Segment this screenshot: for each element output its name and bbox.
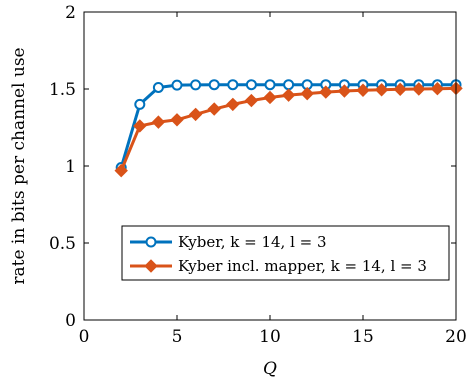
data-point-diamond [300, 86, 314, 101]
data-point-diamond [114, 163, 128, 178]
data-point-diamond [356, 83, 370, 97]
legend-entry-series-1: Kyber, k = 14, l = 3 [130, 233, 327, 251]
data-point-diamond [133, 119, 147, 133]
data-point-circle [152, 81, 164, 93]
legend-label-series-1: Kyber, k = 14, l = 3 [178, 233, 327, 251]
data-point-circle [171, 79, 183, 91]
legend-entry-series-2: Kyber incl. mapper, k = 14, l = 3 [130, 257, 427, 275]
x-tick-label: 5 [172, 327, 183, 347]
data-point-diamond [430, 81, 445, 96]
data-point-circle [134, 98, 146, 110]
data-point-diamond [151, 115, 166, 129]
y-axis-label: rate in bits per channel use [9, 47, 29, 284]
x-tick-label: 20 [445, 327, 467, 347]
data-point-diamond [393, 82, 407, 97]
data-point-diamond [244, 93, 259, 108]
data-point-diamond [412, 82, 426, 96]
data-point-circle [190, 79, 202, 91]
legend-marker-circle-icon [145, 236, 157, 248]
y-tick-label: 1 [65, 157, 76, 177]
data-point-circle [264, 79, 276, 91]
plot-series [114, 79, 463, 178]
data-point-diamond [281, 88, 296, 102]
data-point-circle [283, 79, 295, 91]
y-tick-label: 0.5 [49, 234, 76, 254]
x-tick-label: 0 [79, 327, 90, 347]
y-tick-label: 2 [65, 3, 76, 23]
data-point-circle [208, 79, 220, 91]
data-point-diamond [170, 113, 184, 127]
data-point-circle [227, 79, 239, 91]
data-point-diamond [188, 107, 203, 122]
y-tick-label: 0 [65, 311, 76, 331]
data-point-diamond [337, 84, 352, 98]
tick-labels: 0 5 10 15 20 0 0.5 1 1.5 2 [49, 3, 467, 347]
x-tick-label: 15 [352, 327, 374, 347]
legend-label-series-2: Kyber incl. mapper, k = 14, l = 3 [178, 257, 427, 275]
legend-box [121, 225, 450, 281]
x-axis-label: Q [263, 359, 277, 379]
data-point-diamond [263, 90, 277, 105]
legend: Kyber, k = 14, l = 3 Kyber incl. mapper,… [121, 225, 450, 281]
x-tick-label: 10 [259, 327, 281, 347]
y-tick-label: 1.5 [49, 80, 76, 100]
plot-frame [83, 11, 457, 321]
data-point-circle [245, 79, 257, 91]
data-point-diamond [226, 97, 240, 112]
data-point-diamond [374, 83, 389, 97]
data-point-diamond [207, 102, 221, 116]
series-2 [114, 81, 463, 178]
legend-marker-diamond-icon [144, 259, 158, 273]
data-point-diamond [319, 85, 333, 99]
